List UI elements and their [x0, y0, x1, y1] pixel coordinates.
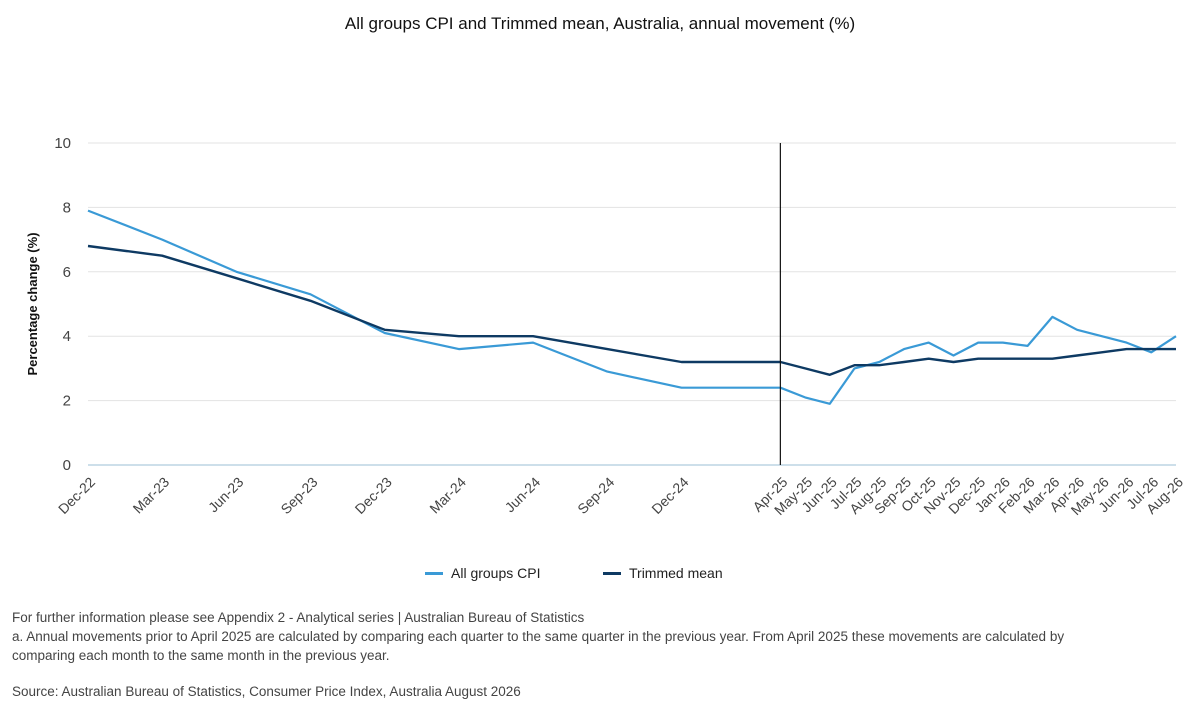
y-tick-label: 0 [63, 457, 71, 474]
line-chart: 0 2 4 6 8 10 Dec-22 Mar-23 Jun-23 Sep-23 Dec-23 Ma… [25, 135, 1186, 518]
legend-item-trimmed-mean[interactable]: Trimmed mean [603, 565, 723, 581]
x-tick-label: Dec-24 [648, 474, 691, 517]
legend-label-trimmed-mean: Trimmed mean [629, 565, 723, 581]
y-tick-label: 2 [63, 393, 71, 410]
x-tick-label: Mar-23 [130, 474, 173, 517]
y-tick-label: 10 [54, 135, 71, 152]
footer-info: For further information please see Appen… [12, 610, 585, 625]
legend-label-cpi: All groups CPI [451, 565, 541, 581]
x-axis-ticks: Dec-22 Mar-23 Jun-23 Sep-23 Dec-23 Mar-24 Jun-… [55, 474, 1186, 518]
footer-note: a. Annual movements prior to April 2025 … [12, 629, 1065, 663]
y-tick-label: 8 [63, 199, 71, 216]
x-tick-label: Jun-24 [502, 474, 544, 516]
series-lines [87, 209, 1177, 405]
y-tick-label: 6 [63, 264, 71, 281]
x-tick-label: Dec-23 [352, 474, 395, 517]
legend-swatch-cpi [425, 571, 443, 575]
legend-swatch-trimmed-mean [603, 571, 621, 575]
footer-source: Source: Australian Bureau of Statistics,… [12, 684, 521, 699]
legend-item-cpi[interactable]: All groups CPI [425, 565, 540, 581]
series-line-trimmed-mean[interactable] [87, 244, 1176, 376]
y-tick-label: 4 [63, 328, 71, 345]
y-axis-label: Percentage change (%) [25, 232, 40, 375]
x-tick-label: Mar-24 [426, 474, 469, 517]
grid-lines [88, 142, 1176, 466]
x-tick-label: Dec-22 [55, 474, 98, 517]
series-line-cpi[interactable] [87, 209, 1177, 405]
chart-title: All groups CPI and Trimmed mean, Austral… [344, 14, 856, 33]
legend: All groups CPI Trimmed mean [0, 565, 1200, 585]
y-axis-ticks: 0 2 4 6 8 10 [54, 135, 71, 474]
x-tick-label: Jun-23 [205, 474, 247, 516]
x-tick-label: Sep-23 [277, 474, 320, 517]
x-tick-label: Sep-24 [574, 474, 617, 517]
